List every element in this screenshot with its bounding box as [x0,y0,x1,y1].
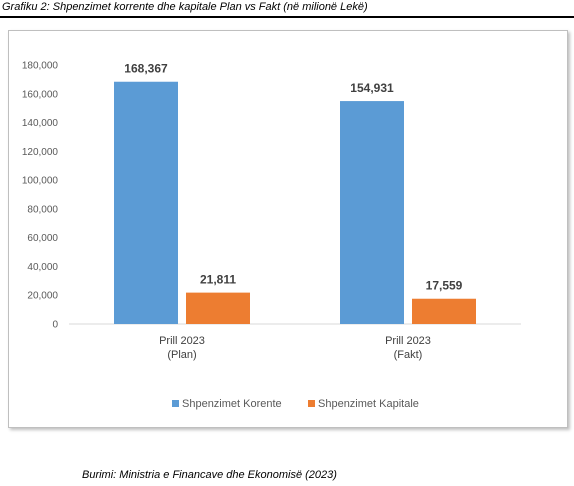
y-tick-label: 60,000 [27,233,58,244]
data-label: 168,367 [124,62,168,76]
data-label: 17,559 [426,279,463,293]
x-tick-label: Prill 2023 [385,335,431,347]
y-tick-label: 80,000 [27,204,58,215]
chart-frame: 0 20,000 40,000 60,000 80,000 100,000 120,000 1… [8,30,568,428]
legend-swatch [308,400,315,407]
y-tick-label: 100,000 [22,176,59,187]
y-tick-label: 20,000 [27,291,58,302]
y-tick-label: 140,000 [22,118,59,129]
chart-caption: Grafiku 2: Shpenzimet korrente dhe kapit… [2,1,368,13]
bar-korente [114,81,178,325]
legend-label: Shpenzimet Korente [182,398,282,410]
data-label: 154,931 [350,81,394,95]
y-tick-label: 40,000 [27,262,58,273]
y-tick-label: 120,000 [22,147,59,158]
x-tick-label: (Fakt) [394,349,423,361]
legend-label: Shpenzimet Kapitale [318,398,419,410]
source-note: Burimi: Ministria e Financave dhe Ekonom… [82,469,337,481]
y-tick-label: 180,000 [22,61,59,72]
x-tick-label: (Plan) [167,349,196,361]
legend-swatch [172,400,179,407]
caption-divider [0,16,574,18]
y-tick-label: 0 [52,320,58,331]
data-label: 21,811 [200,273,236,287]
bar-kapitale [412,298,476,324]
bar-korente [340,101,404,324]
bar-chart: 0 20,000 40,000 60,000 80,000 100,000 120,000 1… [22,61,521,410]
bar-kapitale [186,292,250,324]
x-tick-label: Prill 2023 [159,335,205,347]
y-tick-label: 160,000 [22,89,59,100]
